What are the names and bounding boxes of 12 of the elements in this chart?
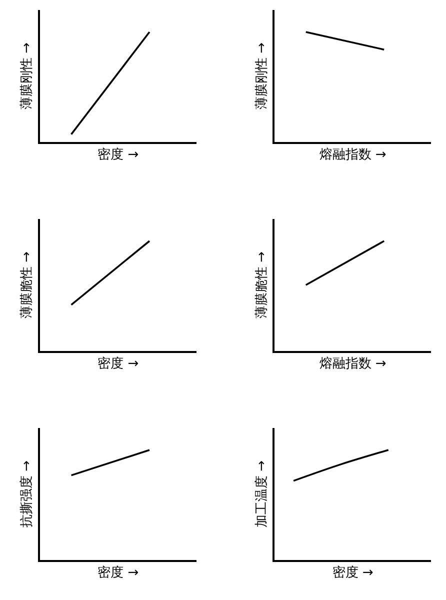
x-axis-title: 熔融指数 → (319, 147, 386, 162)
y-axis-title: 薄膜脆性 → (254, 251, 270, 319)
x-axis-title: 密度 → (98, 146, 139, 162)
y-axis-title: 薄膜脆性 → (20, 251, 35, 319)
x-axis-title: 密度 → (332, 564, 374, 580)
y-axis-title: 薄膜刚性 → (254, 42, 270, 110)
x-axis-title: 熔融指数 → (319, 356, 386, 372)
y-axis-title: 抗撕强度 → (18, 460, 35, 528)
x-axis-title: 密度 → (98, 564, 139, 580)
x-axis-title: 密度 → (98, 355, 139, 372)
y-axis-title: 加工温度 → (253, 460, 270, 528)
y-axis-title: 薄膜刚性 → (20, 42, 35, 110)
